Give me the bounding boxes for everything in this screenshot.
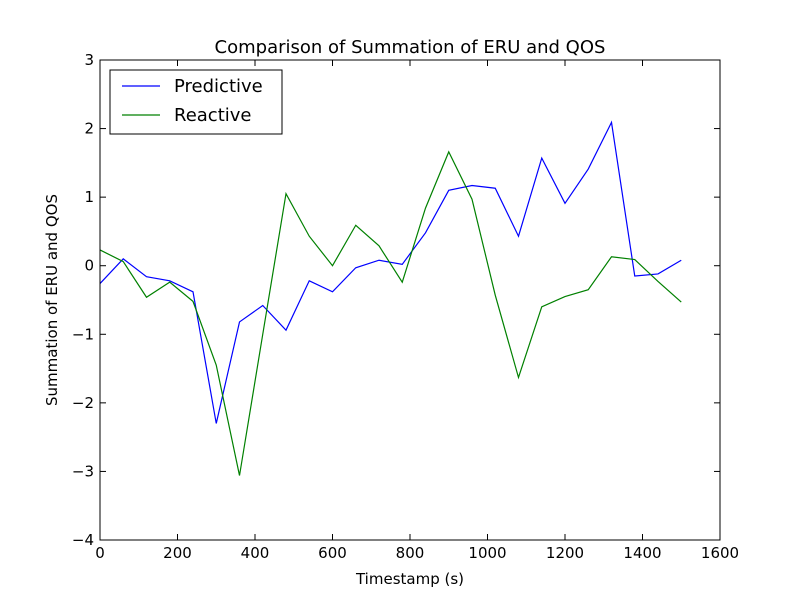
legend-label-reactive: Reactive bbox=[174, 105, 251, 126]
x-tick-label: 1200 bbox=[546, 544, 584, 562]
x-tick-label: 1400 bbox=[623, 544, 661, 562]
y-axis-label: Summation of ERU and QOS bbox=[43, 194, 61, 406]
series-line-reactive bbox=[99, 150, 682, 476]
y-tick-label: −2 bbox=[72, 394, 94, 412]
x-tick-label: 0 bbox=[95, 544, 105, 562]
legend: Predictive Reactive bbox=[109, 69, 283, 135]
y-tick-label: 3 bbox=[84, 51, 94, 69]
legend-box bbox=[109, 69, 283, 135]
chart-title: Comparison of Summation of ERU and QOS bbox=[215, 37, 606, 58]
x-tick-label: 600 bbox=[318, 544, 347, 562]
x-tick-label: 400 bbox=[241, 544, 270, 562]
y-tick-label: −3 bbox=[72, 462, 94, 480]
y-tick-label: −1 bbox=[72, 325, 94, 343]
y-tick-label: −4 bbox=[72, 531, 94, 549]
series-line-predictive bbox=[99, 120, 682, 424]
x-tick-label: 200 bbox=[163, 544, 192, 562]
y-tick-label: 1 bbox=[84, 188, 94, 206]
x-axis-label: Timestamp (s) bbox=[355, 570, 464, 588]
x-tick-label: 800 bbox=[396, 544, 425, 562]
x-tick-label: 1600 bbox=[701, 544, 739, 562]
legend-label-predictive: Predictive bbox=[174, 76, 263, 97]
x-tick-label: 1000 bbox=[468, 544, 506, 562]
y-tick-label: 0 bbox=[84, 257, 94, 275]
plot-area: 0 200 400 600 800 1000 1200 1400 1600 −4 −3 −2 −1 0 1 2… bbox=[72, 51, 739, 562]
y-tick-label: 2 bbox=[84, 120, 94, 138]
